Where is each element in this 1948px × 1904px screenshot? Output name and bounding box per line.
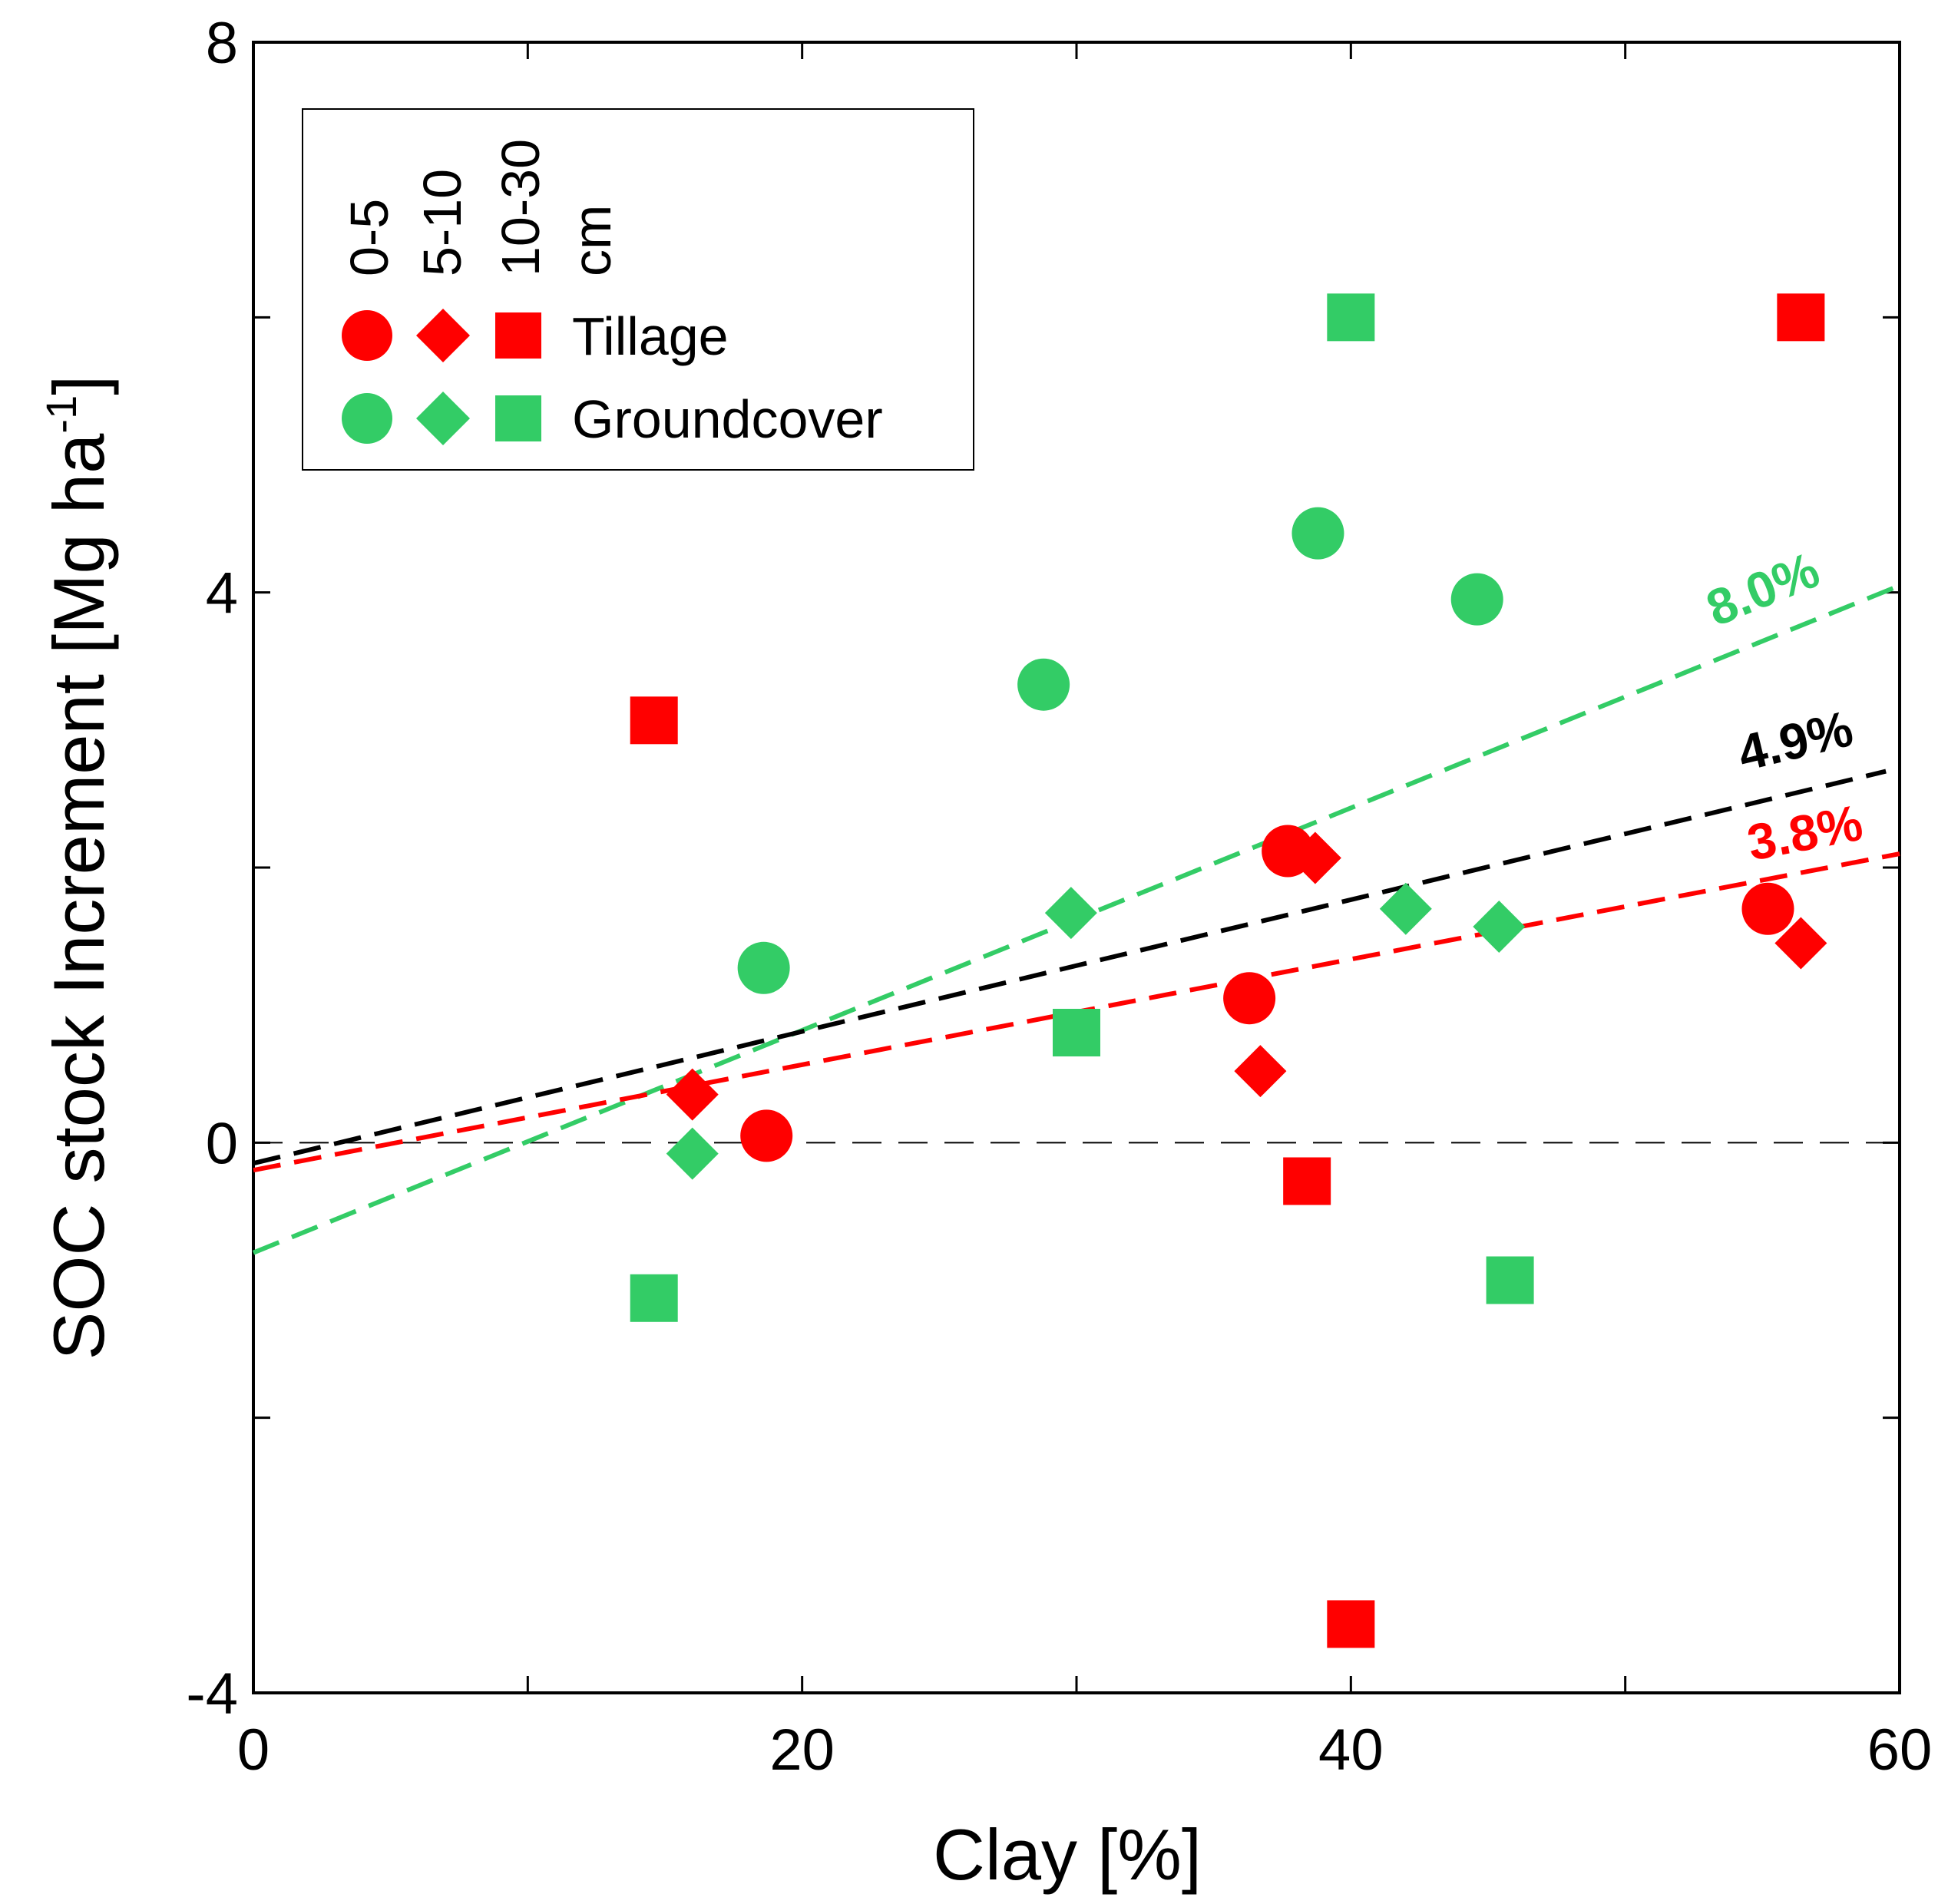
data-point-square xyxy=(1327,293,1375,342)
legend-depth-header-5-10: 5-10 xyxy=(412,169,472,276)
data-point-diamond xyxy=(1379,882,1432,935)
x-tick-label: 40 xyxy=(1318,1717,1384,1783)
data-point-square xyxy=(1486,1256,1534,1304)
data-point-square xyxy=(630,1274,678,1322)
data-point-square xyxy=(1053,1009,1100,1056)
data-point-diamond xyxy=(1473,901,1526,954)
data-point-diamond xyxy=(666,1127,719,1180)
y-tick-label: 0 xyxy=(206,1111,238,1176)
x-tick-label: 0 xyxy=(237,1717,270,1783)
legend-groundcover-square xyxy=(495,395,541,441)
legend-groundcover-circle xyxy=(342,393,392,444)
data-point-diamond xyxy=(1774,917,1827,970)
data-point-square xyxy=(630,696,678,745)
legend-tillage-diamond xyxy=(416,309,470,362)
legend-tillage-circle xyxy=(342,310,392,361)
trend-slope-label: 4.9% xyxy=(1732,699,1858,782)
trend-line xyxy=(253,769,1887,1166)
legend-label-groundcover: Groundcover xyxy=(572,389,883,449)
data-point-diamond xyxy=(666,1068,719,1121)
y-tick-label: 4 xyxy=(206,561,238,626)
x-tick-label: 20 xyxy=(769,1717,835,1783)
data-point-circle xyxy=(1741,882,1794,935)
x-axis-title: Clay [%] xyxy=(933,1814,1202,1895)
data-point-square xyxy=(1327,1600,1375,1648)
y-axis-title: SOC stock Increment [Mg ha-1] xyxy=(37,375,119,1360)
legend-depth-header-cm: cm xyxy=(562,205,622,276)
data-point-diamond xyxy=(1234,1045,1287,1098)
data-point-square xyxy=(1777,293,1825,342)
data-point-square xyxy=(1283,1157,1331,1205)
data-point-circle xyxy=(1223,972,1276,1025)
data-point-circle xyxy=(1017,658,1070,711)
legend-tillage-square xyxy=(495,312,541,359)
legend-depth-header-10-30: 10-30 xyxy=(491,139,551,276)
legend-groundcover-diamond xyxy=(416,392,470,445)
data-point-circle xyxy=(1292,507,1344,560)
data-point-circle xyxy=(1450,573,1503,626)
trend-slope-label: 3.8% xyxy=(1743,794,1867,871)
legend-box xyxy=(302,108,974,471)
y-tick-label: 8 xyxy=(206,11,238,76)
data-point-diamond xyxy=(1044,887,1097,940)
legend: 0-5 5-10 10-30 cm Tillage Groundcover xyxy=(302,108,974,471)
data-point-diamond xyxy=(1288,831,1341,884)
x-tick-label: 60 xyxy=(1867,1717,1933,1783)
data-point-circle xyxy=(737,941,790,994)
legend-depth-header-0-5: 0-5 xyxy=(339,199,399,276)
data-point-circle xyxy=(740,1109,793,1162)
legend-label-tillage: Tillage xyxy=(572,306,729,366)
y-tick-label: -4 xyxy=(186,1661,238,1727)
